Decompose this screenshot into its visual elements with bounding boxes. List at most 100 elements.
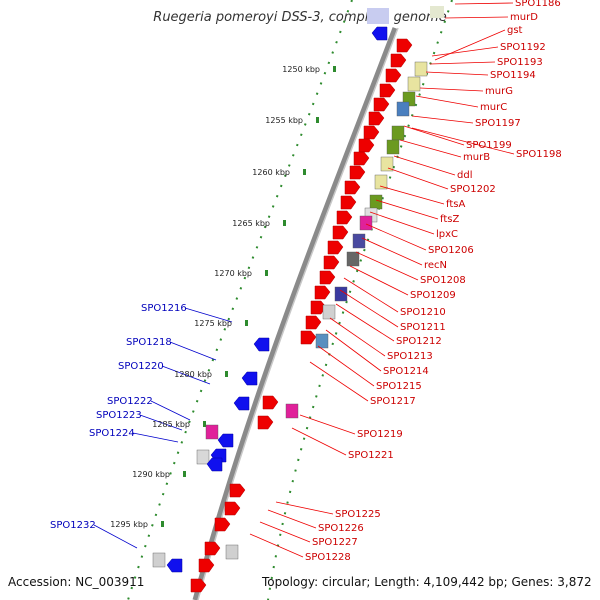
gene-label: SPO1193	[497, 57, 543, 68]
reverse-gene-arrow	[206, 457, 223, 472]
label-leader-line	[299, 414, 356, 435]
forward-gene-arrow	[204, 541, 221, 556]
label-leader-line	[139, 414, 183, 431]
gene-category-box	[196, 449, 210, 465]
gene-label: SPO1223	[96, 410, 142, 421]
gene-category-box	[391, 125, 405, 141]
genome-backbone-shadow	[197, 27, 399, 600]
forward-gene-arrow	[353, 151, 370, 166]
forward-gene-arrow	[340, 195, 357, 210]
accession-text: Accession: NC_003911	[8, 575, 145, 589]
gene-label: SPO1202	[450, 184, 496, 195]
tick-mark	[283, 220, 286, 226]
gene-label: SPO1212	[396, 336, 442, 347]
forward-gene-arrow	[224, 501, 241, 516]
label-leader-line	[132, 432, 179, 443]
gene-category-box	[396, 101, 410, 117]
label-leader-line	[399, 139, 462, 158]
label-leader-line	[309, 361, 369, 402]
gene-label: SPO1198	[516, 149, 562, 160]
forward-gene-arrow	[379, 83, 396, 98]
gene-category-box	[414, 61, 428, 77]
forward-gene-arrow	[319, 270, 336, 285]
gene-label: SPO1199	[466, 140, 512, 151]
label-leader-line	[425, 71, 489, 76]
faded-gene-box	[367, 8, 389, 24]
gene-label: ftsA	[446, 199, 465, 210]
label-leader-line	[329, 317, 386, 357]
gene-label: ftsZ	[440, 214, 459, 225]
gene-label: murB	[463, 152, 490, 163]
gene-label: gst	[507, 25, 523, 36]
forward-gene-arrow	[363, 125, 380, 140]
label-leader-line	[415, 95, 479, 108]
label-leader-line	[349, 265, 409, 296]
faded-gene-box	[430, 6, 444, 18]
label-leader-line	[379, 185, 445, 205]
gene-label: SPO1206	[428, 245, 474, 256]
forward-gene-arrow	[198, 558, 215, 573]
gene-label: murG	[485, 86, 513, 97]
label-leader-line	[454, 2, 514, 5]
gene-label: SPO1213	[387, 351, 433, 362]
gene-label: SPO1222	[107, 396, 153, 407]
forward-gene-arrow	[300, 330, 317, 345]
tick-mark	[245, 320, 248, 326]
topology-text: Topology: circular; Length: 4,109,442 bp…	[262, 575, 592, 589]
gene-category-box	[322, 304, 336, 320]
label-leader-line	[365, 223, 427, 251]
forward-gene-arrow	[262, 395, 279, 410]
tick-mark	[203, 421, 206, 427]
forward-gene-arrow	[257, 415, 274, 430]
label-leader-line	[419, 87, 484, 92]
gene-label: recN	[424, 260, 447, 271]
label-leader-line	[411, 115, 474, 124]
reverse-gene-arrow	[253, 337, 270, 352]
tick-mark	[161, 521, 164, 527]
tick-label: 1255 kbp	[265, 116, 303, 125]
gene-label: SPO1197	[475, 118, 521, 129]
gene-label: SPO1194	[490, 70, 536, 81]
label-leader-line	[343, 277, 399, 313]
tick-label: 1265 kbp	[232, 219, 270, 228]
reverse-gene-arrow	[217, 433, 234, 448]
gene-category-box	[205, 424, 219, 440]
gene-category-box	[380, 156, 394, 172]
forward-gene-arrow	[390, 53, 407, 68]
tick-mark	[265, 270, 268, 276]
label-leader-line	[411, 127, 515, 155]
gene-label: murC	[480, 102, 507, 113]
gene-label: SPO1227	[312, 537, 358, 548]
reverse-gene-arrow	[241, 371, 258, 386]
gene-label: SPO1228	[305, 552, 351, 563]
tick-label: 1270 kbp	[214, 269, 252, 278]
label-leader-line	[387, 167, 449, 190]
gene-label: SPO1216	[141, 303, 187, 314]
forward-gene-arrow	[344, 180, 361, 195]
label-leader-line	[275, 501, 334, 515]
tick-mark	[303, 169, 306, 175]
gene-label: SPO1224	[89, 428, 135, 439]
tick-label: 1250 kbp	[282, 65, 320, 74]
label-leader-line	[429, 61, 496, 65]
label-leader-line	[291, 427, 347, 456]
forward-gene-arrow	[396, 38, 413, 53]
label-leader-line	[355, 251, 419, 281]
label-leader-line	[434, 29, 506, 61]
genome-backbone	[192, 27, 398, 600]
forward-gene-arrow	[314, 285, 331, 300]
forward-gene-arrow	[323, 255, 340, 270]
reverse-gene-arrow	[371, 26, 388, 41]
gene-category-box	[346, 251, 360, 267]
label-leader-line	[444, 16, 509, 19]
tick-mark	[333, 66, 336, 72]
forward-gene-arrow	[385, 68, 402, 83]
gene-label: ddl	[457, 170, 472, 181]
reverse-gene-arrow	[166, 558, 183, 573]
label-leader-line	[161, 365, 211, 385]
forward-gene-arrow	[336, 210, 353, 225]
forward-gene-arrow	[368, 111, 385, 126]
forward-gene-arrow	[327, 240, 344, 255]
gene-label: SPO1214	[383, 366, 429, 377]
